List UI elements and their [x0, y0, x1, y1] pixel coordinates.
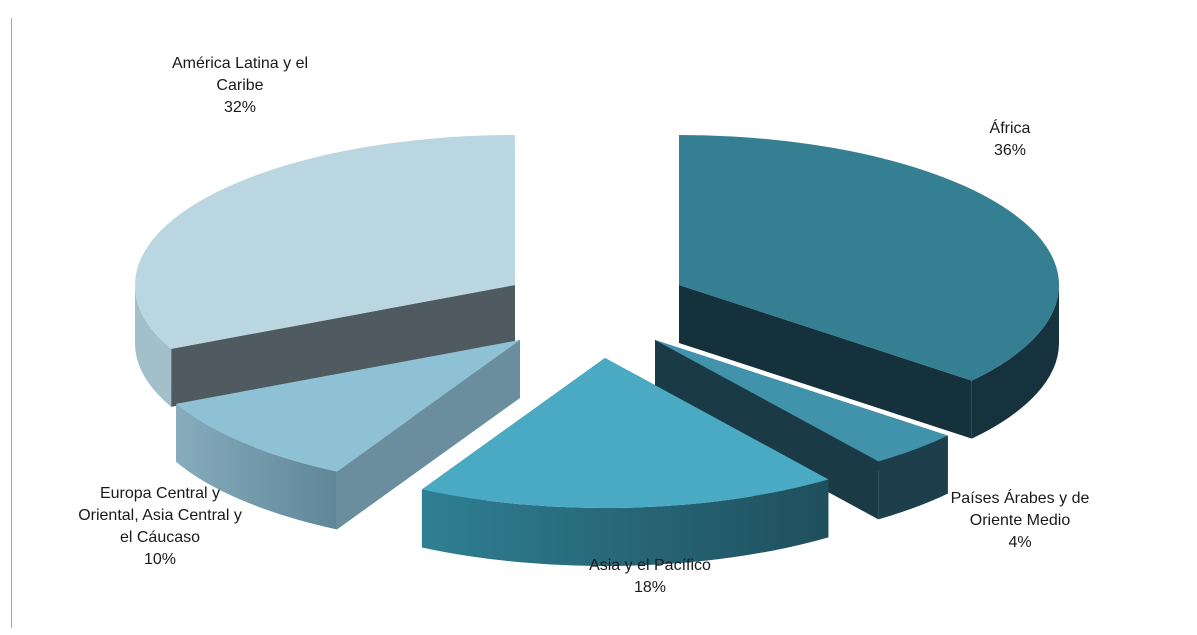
pie-slice-wall-0-1	[679, 285, 972, 439]
slice-percent-0: 36%	[994, 142, 1026, 159]
pie-slice-2	[421, 358, 829, 566]
slice-name-line-2-0: Asia y el Pacífico	[589, 557, 711, 574]
slice-label-2: Asia y el Pacífico 18%	[589, 557, 711, 596]
pie-slice-top-2	[421, 358, 829, 508]
pie-slice-0	[679, 135, 1059, 439]
pie-slice-side-1-0	[878, 435, 948, 520]
pie-slice-1	[655, 340, 948, 520]
slice-name-line-3-1: Oriental, Asia Central y	[78, 507, 242, 524]
slice-percent-1: 4%	[1008, 534, 1031, 551]
slice-name-line-3-2: el Cáucaso	[120, 529, 200, 546]
slice-name-line-3-0: Europa Central y	[100, 485, 220, 502]
slice-label-3: Europa Central y Oriental, Asia Central y…	[78, 485, 242, 568]
pie-slice-side-2-0	[421, 479, 829, 566]
pie-slice-top-1	[655, 340, 948, 462]
slice-label-4: América Latina y el Caribe 32%	[172, 55, 308, 116]
slice-name-line-4-1: Caribe	[216, 77, 263, 94]
slice-label-0: África 36%	[990, 118, 1031, 159]
pie-slice-wall-1-1	[655, 340, 879, 520]
pie-slice-wall-4-0	[171, 285, 516, 407]
slice-name-line-0-0: África	[990, 118, 1031, 137]
pie-slice-top-4	[135, 135, 515, 349]
slice-name-line-4-0: América Latina y el	[172, 55, 308, 72]
slice-percent-3: 10%	[144, 551, 176, 568]
pie-slice-side-0-0	[971, 285, 1059, 439]
pie-slice-side-3-0	[176, 403, 337, 530]
left-border-line	[11, 18, 12, 628]
slice-percent-4: 32%	[224, 99, 256, 116]
slice-name-line-1-1: Oriente Medio	[970, 512, 1071, 529]
pie-slice-top-0	[679, 135, 1059, 381]
slice-label-1: Países Árabes y de Oriente Medio 4%	[951, 488, 1090, 551]
slice-percent-2: 18%	[634, 579, 666, 596]
pie-slice-side-4-0	[135, 285, 172, 407]
pie-slice-top-3	[176, 340, 521, 472]
slice-name-line-1-0: Países Árabes y de	[951, 488, 1090, 507]
pie-slice-4	[135, 135, 516, 407]
pie-slice-3	[176, 340, 521, 530]
